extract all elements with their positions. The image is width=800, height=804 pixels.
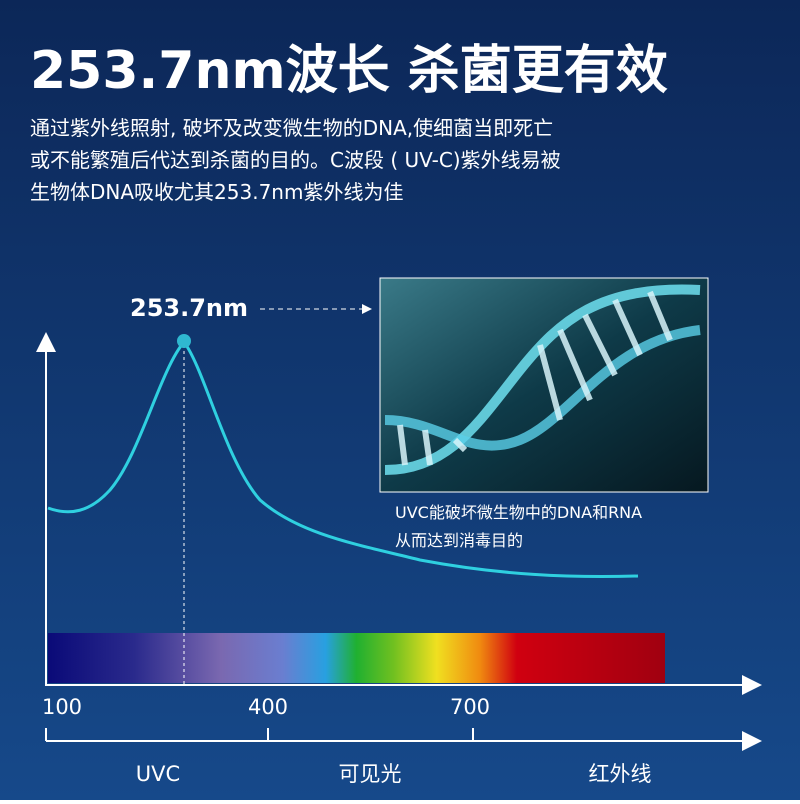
title: 253.7nm波长 杀菌更有效 xyxy=(30,41,668,101)
spectrum-bar xyxy=(48,633,665,683)
caption-line: UVC能破坏微生物中的DNA和RNA xyxy=(395,503,642,522)
caption-line: 从而达到消毒目的 xyxy=(395,531,523,550)
absorption-curve xyxy=(47,339,639,579)
peak-dot xyxy=(177,334,191,348)
description: 通过紫外线照射, 破坏及改变微生物的DNA,使细菌当即死亡 或不能繁殖后代达到杀… xyxy=(30,116,561,204)
tick-label: 100 xyxy=(42,695,82,719)
tick-label: 700 xyxy=(450,695,490,719)
description-line: 通过紫外线照射, 破坏及改变微生物的DNA,使细菌当即死亡 xyxy=(30,116,553,140)
band-label: 红外线 xyxy=(589,762,652,786)
band-label: UVC xyxy=(136,762,180,786)
dna-image xyxy=(379,277,709,493)
image-caption: UVC能破坏微生物中的DNA和RNA 从而达到消毒目的 xyxy=(395,503,642,550)
description-line: 或不能繁殖后代达到杀菌的目的。C波段 ( UV-C)紫外线易被 xyxy=(30,148,561,172)
band-label: 可见光 xyxy=(339,762,402,786)
band-dividers xyxy=(45,728,474,741)
peak-label: 253.7nm xyxy=(130,294,248,322)
band-labels: UVC 可见光 红外线 xyxy=(136,762,652,786)
description-line: 生物体DNA吸收尤其253.7nm紫外线为佳 xyxy=(30,180,403,204)
tick-label: 400 xyxy=(248,695,288,719)
wavelength-ticks: 100 400 700 xyxy=(42,695,490,719)
